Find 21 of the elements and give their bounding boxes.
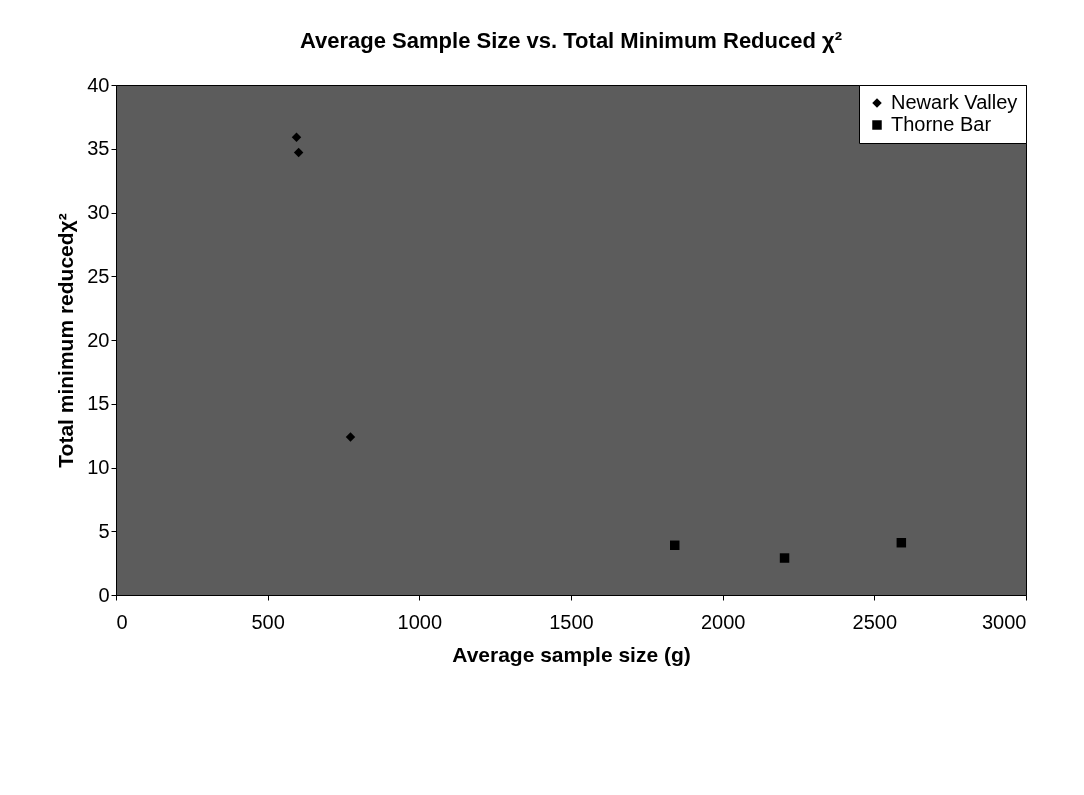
chart-title: Average Sample Size vs. Total Minimum Reduced χ²	[299, 28, 843, 53]
y-tick-label: 35	[87, 137, 110, 160]
x-tick-label: 500	[251, 610, 285, 633]
y-tick-label: 25	[87, 264, 110, 287]
legend-label: Newark Valley	[891, 91, 1018, 113]
x-tick-label: 2500	[852, 610, 898, 633]
y-tick-label: 30	[87, 201, 110, 223]
x-tick-label: 3000	[982, 610, 1027, 633]
y-tick-label: 15	[87, 392, 110, 415]
y-tick-label: 10	[87, 456, 110, 478]
y-tick-label: 40	[87, 73, 110, 96]
legend-label: Thorne Bar	[891, 113, 992, 135]
x-tick-label: 1000	[397, 610, 443, 633]
y-tick-label: 5	[98, 519, 110, 542]
x-tick-label: 0	[116, 610, 128, 633]
x-tick-label: 1500	[549, 610, 594, 633]
x-axis-title: Average sample size (g)	[452, 642, 691, 666]
y-tick-label: 0	[98, 583, 110, 606]
y-tick-label: 20	[87, 328, 110, 351]
y-axis-title: Total minimum reducedχ²	[54, 213, 78, 468]
x-tick-label: 2000	[700, 610, 746, 633]
